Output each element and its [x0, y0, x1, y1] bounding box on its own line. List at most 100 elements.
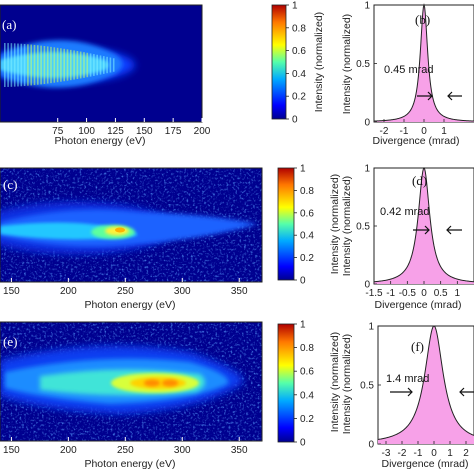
colorbar-c-tick-label: 0.8 [300, 186, 314, 197]
harmonic-stripe [4, 43, 6, 87]
panel-a: (a) 75 100 125 150 175 200 Photon energy (eV)… [0, 1, 325, 147]
colorbar-c-tick-label: 0.4 [300, 231, 314, 242]
harmonic-stripe [30, 44, 32, 86]
heatmap-c-xtick-label: 200 [60, 286, 77, 297]
profile-f-plot: -3 -2 -1 0 1 200.51 [360, 322, 474, 459]
heatmap-c-xtick-label: 350 [231, 286, 248, 297]
colorbar-c-tick-label: 1 [300, 164, 306, 175]
panel-c: (c) 150 200 250 300 350 Photon energy (eV) 0… [0, 164, 341, 311]
heatmap-a-frame [0, 4, 203, 123]
profile-b-xtick-label: -1 [400, 126, 409, 137]
harmonic-stripe [20, 43, 23, 87]
profile-f-ytick-label: 0 [368, 440, 374, 451]
harmonic-stripe [70, 49, 72, 81]
harmonic-stripe [50, 46, 52, 84]
harmonic-stripe [89, 53, 92, 77]
harmonic-stripe [73, 50, 75, 80]
heatmap-e-xtick-label: 300 [174, 445, 191, 456]
arrow-d-right-icon [446, 225, 462, 235]
harmonic-stripe [56, 47, 59, 83]
profile-f-fwhm-label: 1.4 mrad [386, 373, 429, 385]
heatmap-c-xaxis: 150 200 250 300 350 [3, 278, 248, 297]
arrow-b-left-icon [417, 91, 433, 101]
profile-d-fwhm-label: 0.42 mrad [380, 206, 430, 218]
harmonic-stripe [23, 43, 26, 87]
heatmap-e-xtick-label: 250 [117, 445, 134, 456]
profile-b-arrows [417, 91, 462, 101]
colorbar-e-tick-label: 0.2 [300, 414, 314, 425]
profile-d-xtick-label: -0.5 [399, 288, 417, 299]
profile-f-xtick-label: -1 [414, 448, 423, 459]
heatmap-c-frame [0, 167, 263, 283]
panel-label-f: (f) [411, 339, 424, 354]
harmonic-stripe [66, 49, 69, 81]
heatmap-e-frame [0, 321, 263, 442]
profile-d-xlabel: Divergence (mrad) [375, 299, 462, 311]
harmonic-stripe [96, 54, 98, 76]
colorbar-a-ticks: 0 0.2 0.4 0.6 0.8 1 [286, 1, 306, 126]
colorbar-c-tick-label: 0.6 [300, 208, 314, 219]
harmonic-stripe [40, 45, 42, 85]
heatmap-a-xtick-label: 125 [107, 126, 124, 137]
heatmap-e-hot-core-left [144, 379, 160, 387]
panel-d: Intensity (normalized) -1.5 -1 -0.5 0 0.5 100… [341, 164, 474, 311]
colorbar-a-tick-label: 0.6 [292, 46, 306, 57]
heatmap-e-xtick-label: 200 [60, 445, 77, 456]
profile-b-fwhm-label: 0.45 mrad [384, 64, 434, 76]
heatmap-c-xlabel: Photon energy (eV) [84, 299, 175, 311]
panel-b: Intensity (normalized) -2 -1 0 1 0 0.5 1 (b) 0… [341, 1, 474, 147]
panel-f: Intensity (normalized) -3 -2 -1 0 1 200.51 (f… [341, 322, 474, 470]
profile-b-plot: -2 -1 0 1 0 0.5 1 [356, 1, 474, 137]
profile-d-ytick-label: 0 [364, 280, 370, 291]
harmonic-stripe [109, 57, 112, 73]
profile-f-ylabel: Intensity (normalized) [341, 334, 353, 434]
panel-e: (e) 150 200 250 300 350 Photon energy (eV) 0… [0, 320, 341, 470]
harmonic-stripe [79, 51, 82, 79]
colorbar-c-tick-label: 0.2 [300, 253, 314, 264]
colorbar-a-tick-label: 0.4 [292, 69, 306, 80]
profile-b-area [374, 5, 474, 122]
profile-f-curve [377, 325, 474, 440]
profile-f-ytick-label: 0.5 [360, 381, 374, 392]
colorbar-c [277, 167, 295, 281]
profile-b-xlabel: Divergence (mrad) [373, 135, 460, 147]
profile-d-ytick-label: 1 [364, 164, 370, 175]
harmonic-stripe [99, 55, 102, 75]
heatmap-e-xaxis: 150 200 250 300 350 [3, 437, 248, 456]
harmonic-stripe [103, 56, 105, 74]
arrow-b-right-icon [447, 91, 462, 101]
profile-d-xtick-label: -1.5 [365, 288, 383, 299]
colorbar-c-ticks: 0 0.2 0.4 0.6 0.8 1 [294, 164, 314, 287]
colorbar-a [271, 4, 287, 120]
heatmap-a-xlabel: Photon energy (eV) [54, 135, 145, 147]
heatmap-c-hot-core [115, 227, 125, 233]
harmonic-stripe [83, 52, 85, 78]
arrow-f-left-icon [390, 387, 413, 397]
colorbar-a-label: Intensity (normalized) [313, 12, 325, 112]
colorbar-e-tick-label: 1 [300, 320, 306, 331]
colorbar-e [277, 323, 295, 443]
heatmap-e-xtick-label: 150 [3, 445, 20, 456]
profile-b-xtick-label: -2 [380, 126, 389, 137]
arrow-f-right-icon [459, 387, 474, 397]
colorbar-e-label: Intensity (normalized) [329, 332, 341, 432]
panel-label-e: (e) [3, 334, 17, 349]
profile-f-xtick-label: -2 [398, 448, 407, 459]
profile-f-xtick-label: 0 [431, 448, 437, 459]
heatmap-e-xlabel: Photon energy (eV) [84, 458, 175, 470]
profile-f-arrows [390, 387, 474, 397]
profile-b-ytick-label: 1 [364, 1, 370, 12]
profile-b-ytick-label: 0 [364, 118, 370, 129]
harmonic-stripe [86, 52, 89, 78]
profile-f-xlabel: Divergence (mrad) [382, 458, 469, 470]
heatmap-c-xtick-label: 300 [174, 286, 191, 297]
heatmap-a-xtick-label: 175 [165, 126, 182, 137]
profile-d-arrows [413, 225, 462, 235]
profile-b-ytick-label: 0.5 [356, 59, 370, 70]
harmonic-stripe [53, 47, 56, 83]
harmonic-stripe [112, 58, 115, 72]
colorbar-c-tick-label: 0 [300, 276, 306, 287]
profile-d-xtick-label: 0 [421, 288, 427, 299]
colorbar-e-ticks: 0 0.2 0.4 0.6 0.8 1 [294, 320, 314, 449]
colorbar-e-tick-label: 0.6 [300, 367, 314, 378]
